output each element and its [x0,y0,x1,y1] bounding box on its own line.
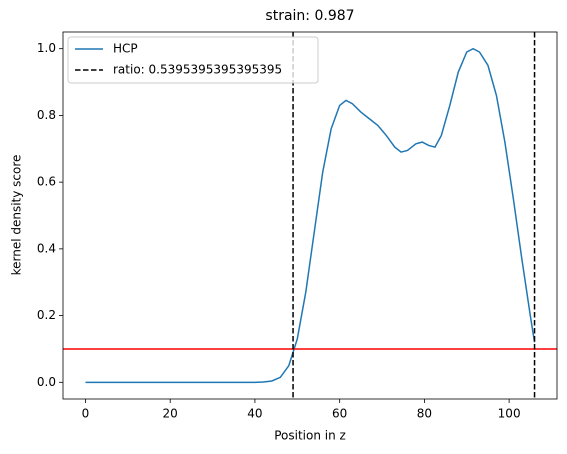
y-tick-label: 0.8 [37,108,56,122]
x-tick-label: 40 [247,407,262,421]
x-tick-label: 20 [163,407,178,421]
x-tick-label: 100 [498,407,521,421]
axes-frame [62,31,558,400]
y-tick-label: 0.2 [37,308,56,322]
x-tick-label: 0 [82,407,90,421]
y-tick-label: 0.0 [37,375,56,389]
y-tick-label: 0.6 [37,175,56,189]
line [85,47,536,384]
legend-label: HCP [113,42,138,56]
legend-box [67,36,319,84]
x-tick-label: 60 [332,407,347,421]
y-tick-label: 0.4 [37,241,56,255]
chart-title: strain: 0.987 [265,8,354,24]
y-axis-label: kernel density score [10,155,24,276]
legend-label: ratio: 0.5395395395395395 [113,63,282,77]
x-axis-label: Position in z [274,429,346,443]
x-tick-label: 80 [417,407,432,421]
y-tick-label: 1.0 [37,41,56,55]
